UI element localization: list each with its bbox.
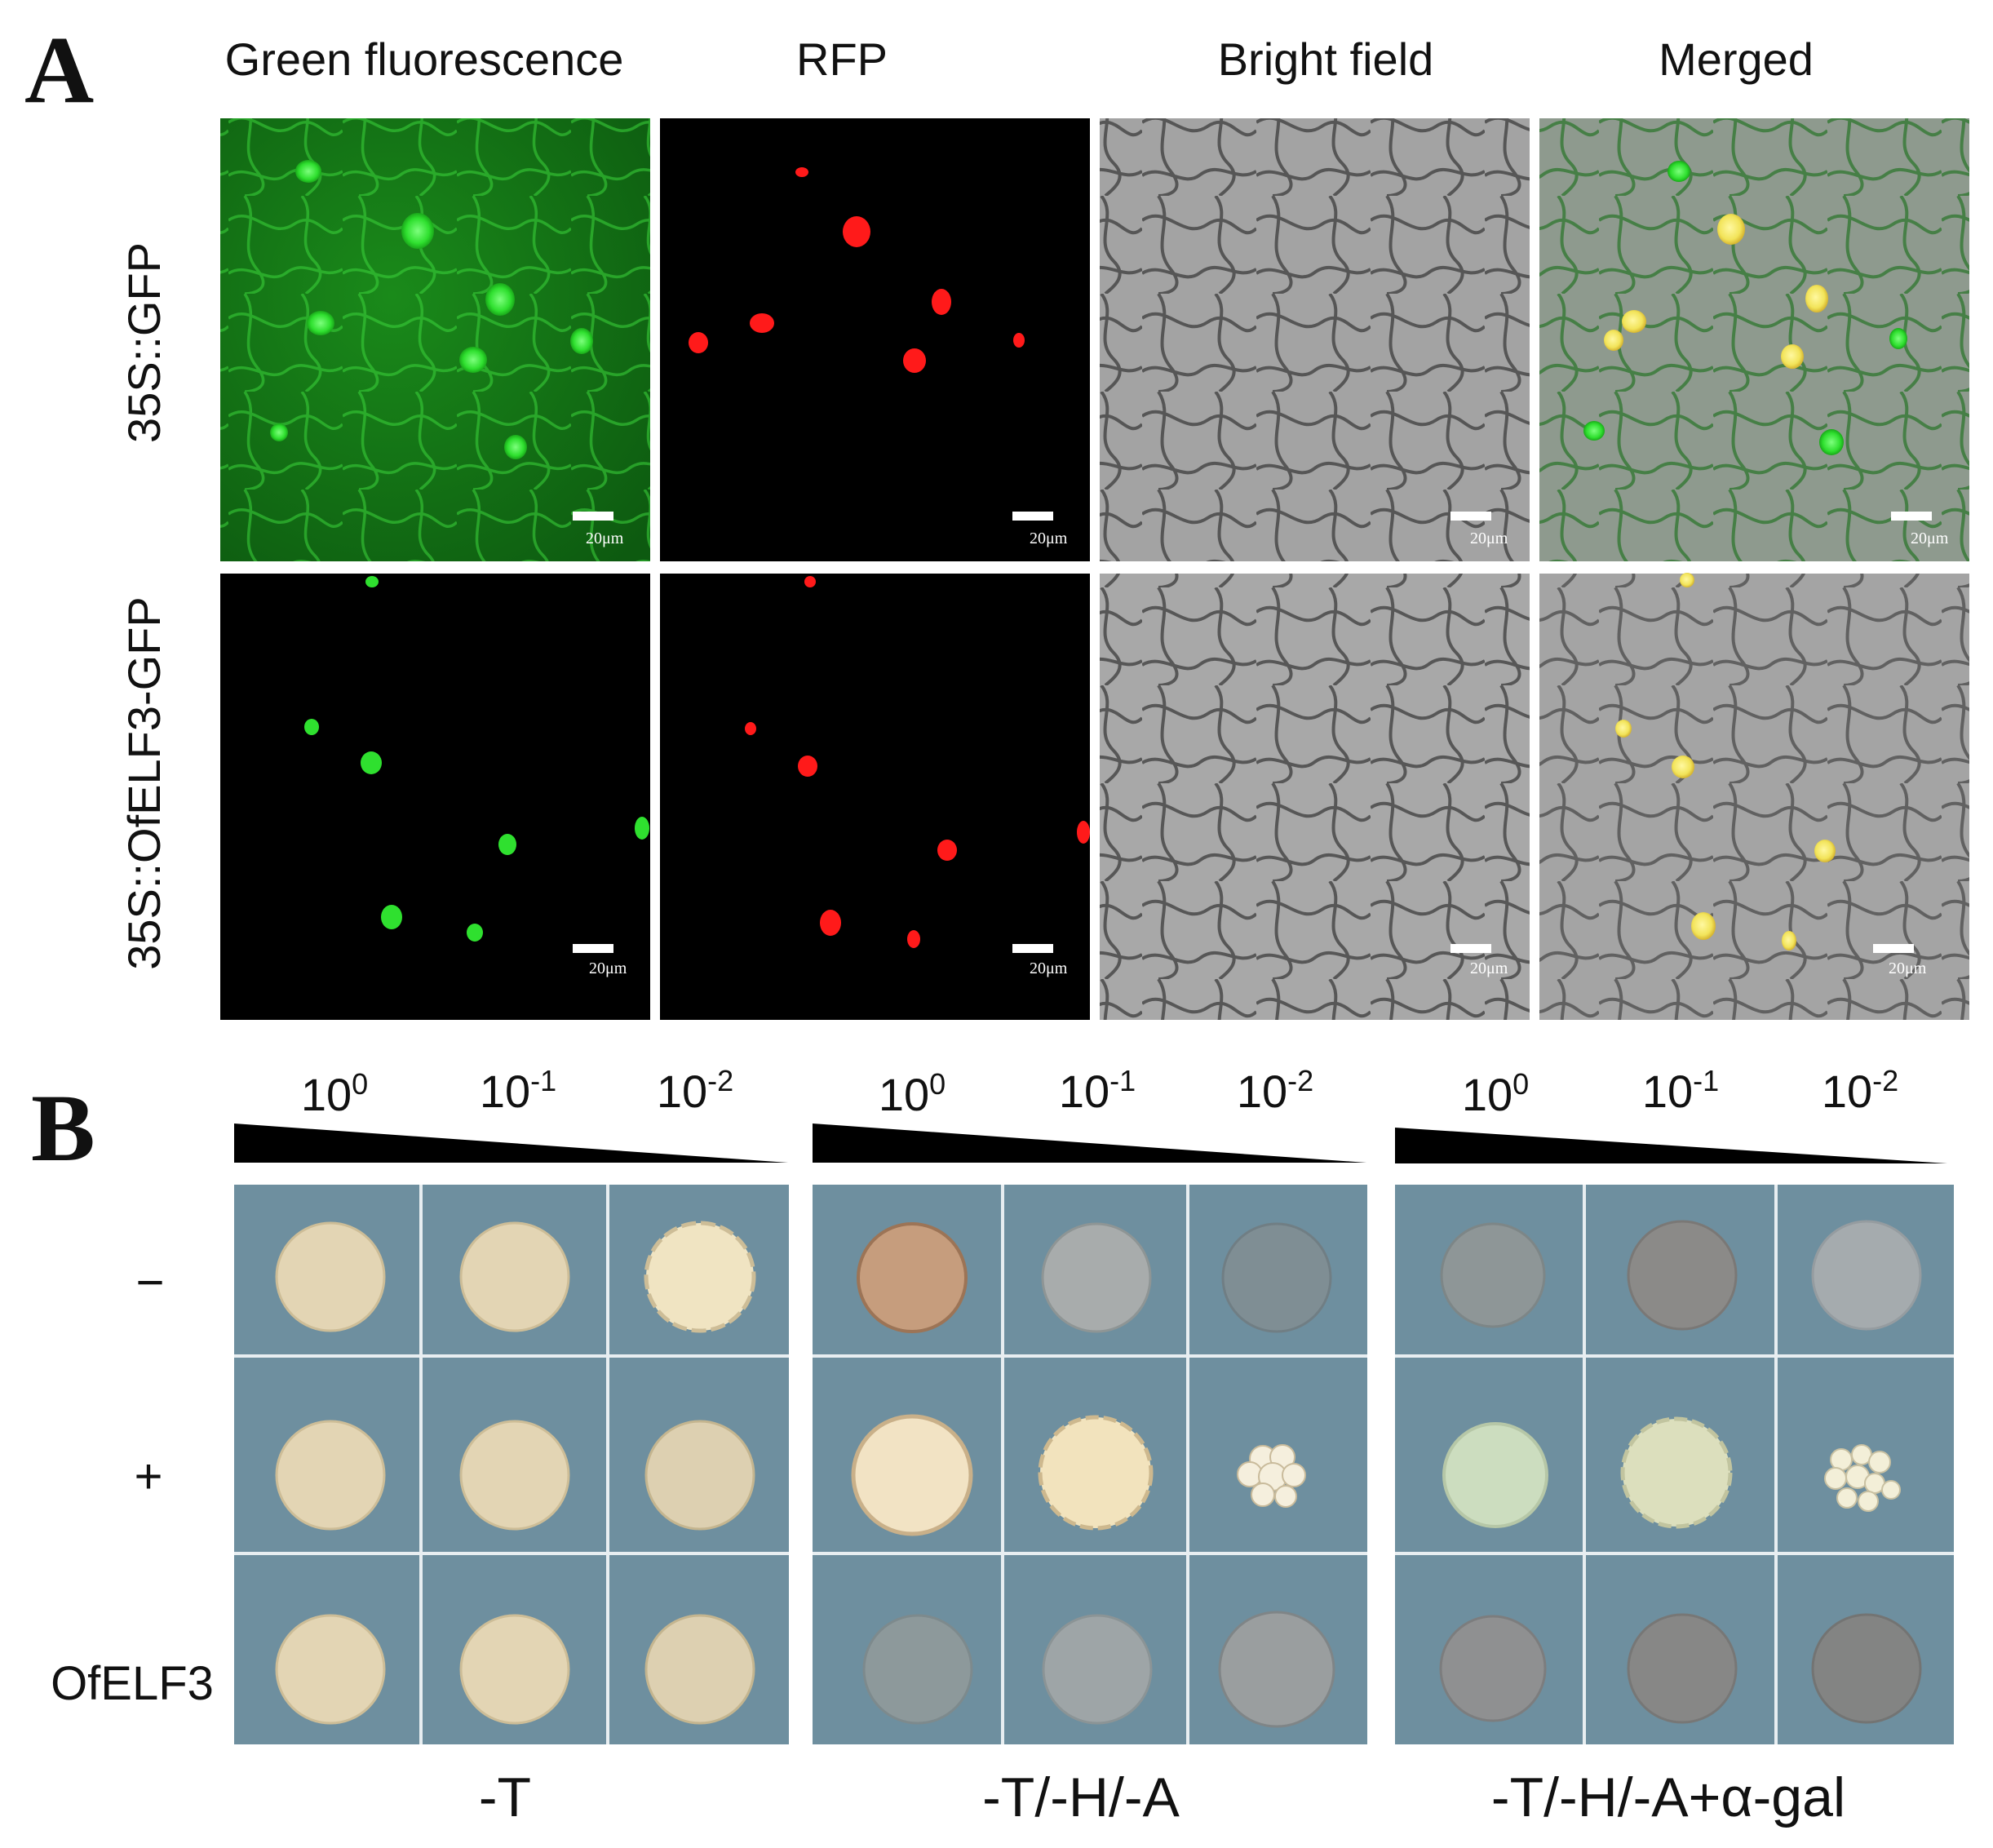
micrograph-35s-gfp-rfp: 20μm [660, 118, 1090, 561]
dilution-label: 10-2 [657, 1064, 733, 1118]
scale-bar-label: 20μm [1911, 530, 1949, 547]
micrograph-35s-gfp-green: 20μm [220, 118, 650, 561]
micrograph-35s-ofelf3-gfp-rfp: 20μm [660, 574, 1090, 1020]
dilution-wedge [234, 1123, 788, 1163]
dilution-label: 10-1 [1059, 1064, 1136, 1118]
column-header-merged: Merged [1659, 33, 1814, 85]
column-header-bright-field: Bright field [1218, 33, 1434, 85]
dilution-label: 10-2 [1237, 1064, 1313, 1118]
scale-bar-label: 20μm [586, 530, 624, 547]
dilution-label: 10-2 [1822, 1064, 1898, 1118]
panel-b-letter: B [31, 1075, 95, 1181]
media-label-t-h-a-alpha-gal: -T/-H/-A+α-gal [1491, 1766, 1845, 1828]
dilution-label: 10-1 [480, 1064, 556, 1118]
scale-bar-label: 20μm [1030, 959, 1068, 977]
panel-a-letter: A [24, 16, 94, 123]
dilution-label: 10-1 [1642, 1064, 1719, 1118]
scale-bar-label: 20μm [589, 959, 627, 977]
dilution-wedge [1395, 1128, 1947, 1163]
row-label-35s-gfp: 35S::GFP [118, 242, 170, 443]
row-label-negative: − [135, 1255, 164, 1310]
dilution-label: 100 [1462, 1067, 1529, 1121]
micrograph-35s-gfp-bright-field: 20μm [1100, 118, 1530, 561]
scale-bar-label: 20μm [1889, 959, 1927, 977]
column-header-rfp: RFP [796, 33, 888, 85]
plate-group-t [234, 1185, 789, 1744]
micrograph-35s-gfp-merged: 20μm [1539, 118, 1969, 561]
media-label-t-h-a: -T/-H/-A [982, 1766, 1180, 1828]
media-label-t: -T [479, 1766, 531, 1828]
micrograph-35s-ofelf3-gfp-green: 20μm [220, 574, 650, 1020]
micrograph-35s-ofelf3-gfp-bright-field: 20μm [1100, 574, 1530, 1020]
scale-bar-label: 20μm [1470, 959, 1508, 977]
dilution-wedge [813, 1123, 1366, 1163]
dilution-label: 100 [879, 1067, 946, 1121]
column-header-green-fluorescence: Green fluorescence [225, 33, 624, 85]
micrograph-35s-ofelf3-gfp-merged: 20μm [1539, 573, 1969, 1020]
row-label-positive: + [134, 1449, 162, 1504]
scale-bar-label: 20μm [1470, 530, 1508, 547]
plate-group-t-h-a [813, 1185, 1367, 1744]
plate-group-t-h-a-alpha-gal [1395, 1185, 1954, 1744]
row-label-ofelf3: OfELF3 [51, 1657, 214, 1710]
dilution-label: 100 [301, 1067, 368, 1121]
row-label-35s-ofelf3-gfp: 35S::OfELF3-GFP [118, 596, 170, 970]
scale-bar-label: 20μm [1030, 530, 1068, 547]
